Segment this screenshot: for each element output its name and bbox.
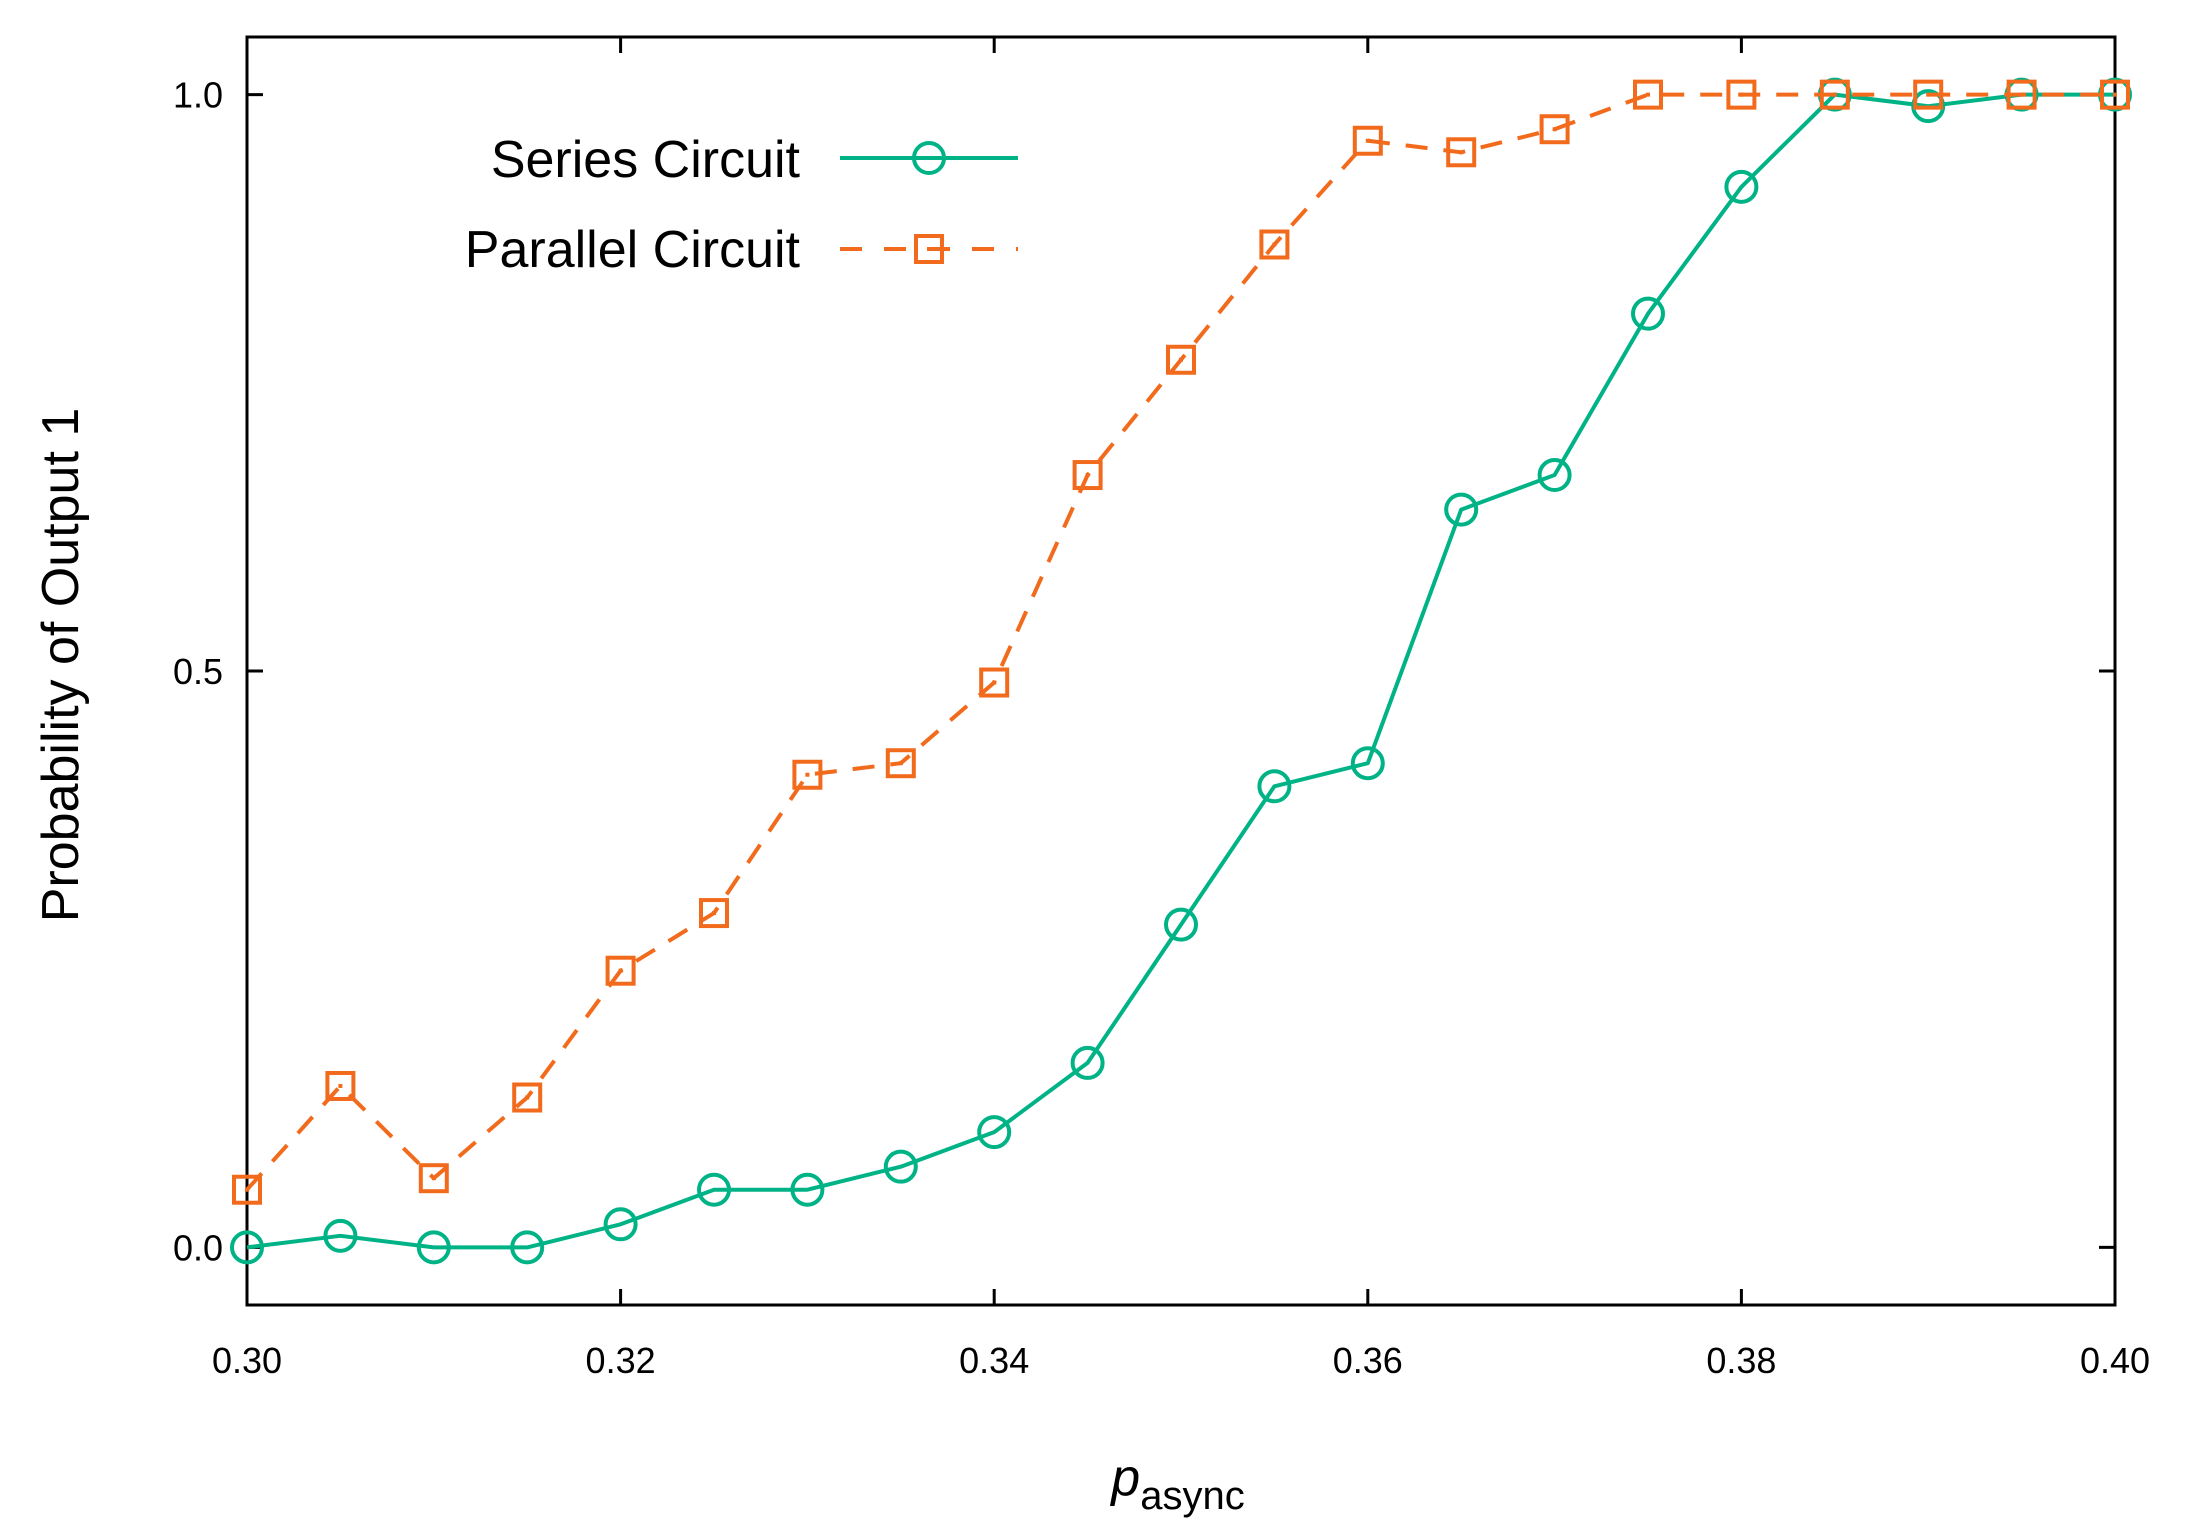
parallel-circuit-point <box>1633 79 1663 110</box>
legend: Series Circuit Parallel Circuit <box>465 131 1018 279</box>
parallel-circuit-point-dot <box>525 1095 530 1100</box>
x-tick-label: 0.40 <box>2080 1340 2150 1381</box>
legend-label-parallel: Parallel Circuit <box>465 221 801 279</box>
series-circuit-point <box>1350 746 1385 781</box>
parallel-circuit-point-dot <box>898 761 903 766</box>
parallel-circuit-point <box>232 1174 262 1205</box>
parallel-circuit-point <box>325 1070 356 1101</box>
parallel-circuit-point <box>2006 79 2037 110</box>
parallel-circuit-point <box>979 667 1010 698</box>
parallel-circuit-point <box>605 955 636 986</box>
series-circuit-point <box>977 1115 1012 1150</box>
legend-entry-parallel: Parallel Circuit <box>465 221 1018 279</box>
parallel-circuit-point-dot <box>1272 242 1277 247</box>
x-tick-label: 0.32 <box>586 1340 656 1381</box>
parallel-circuit-point-dot <box>1365 138 1370 143</box>
series-circuit-point <box>510 1230 545 1265</box>
series-circuit-point <box>697 1172 731 1207</box>
legend-marker-series <box>912 141 946 175</box>
parallel-circuit-point <box>2100 79 2130 110</box>
series-circuit-point <box>1631 296 1665 331</box>
parallel-circuit-point-dot <box>805 772 810 777</box>
y-tick-label: 0.0 <box>173 1227 223 1268</box>
parallel-circuit-point-dot <box>245 1187 249 1192</box>
parallel-circuit-point <box>1259 229 1290 260</box>
parallel-circuit-point <box>418 1163 449 1194</box>
y-tick-label: 0.5 <box>173 651 223 692</box>
parallel-circuit-point-dot <box>338 1083 343 1088</box>
x-axis-title-main: p <box>1109 1449 1140 1507</box>
legend-entry-series: Series Circuit <box>491 131 1018 189</box>
x-tick-label: 0.34 <box>959 1340 1029 1381</box>
parallel-circuit-point <box>1446 137 1477 168</box>
series-circuit-point <box>603 1207 638 1242</box>
parallel-circuit-point <box>1072 460 1103 491</box>
parallel-circuit-point-dot <box>2113 92 2117 97</box>
series-circuit-point <box>1164 907 1198 942</box>
series-circuit-point <box>883 1149 918 1184</box>
series-circuit-point <box>1257 769 1292 804</box>
parallel-circuit-point <box>1913 79 1944 110</box>
parallel-circuit-point <box>885 748 916 779</box>
x-tick-label: 0.38 <box>1706 1340 1776 1381</box>
parallel-circuit-point-dot <box>2019 92 2024 97</box>
parallel-circuit-point-dot <box>618 968 623 973</box>
x-tick-label: 0.30 <box>212 1340 282 1381</box>
parallel-circuit-point <box>1726 79 1757 110</box>
x-axis-title: pasync <box>1109 1449 1244 1518</box>
x-axis: 0.30 0.32 0.34 0.36 0.38 0.40 <box>212 37 2150 1381</box>
y-tick-label: 1.0 <box>173 75 223 116</box>
parallel-circuit-point <box>1819 79 1850 110</box>
parallel-circuit-point-dot <box>1926 92 1931 97</box>
parallel-circuit-point-dot <box>1739 92 1744 97</box>
legend-label-series: Series Circuit <box>491 131 801 189</box>
parallel-circuit-point <box>792 759 823 790</box>
x-axis-title-subscript: async <box>1140 1474 1245 1518</box>
parallel-circuit-point-dot <box>431 1176 436 1181</box>
parallel-circuit-point-dot <box>1085 473 1090 478</box>
parallel-circuit-point-dot <box>1646 92 1650 97</box>
legend-marker-parallel <box>914 234 944 264</box>
x-tick-label: 0.36 <box>1333 1340 1403 1381</box>
parallel-circuit-point-dot <box>712 911 716 916</box>
legend-marker-parallel-dot <box>927 247 931 251</box>
parallel-circuit-point <box>1166 344 1196 375</box>
series-circuit-point <box>1070 1045 1105 1080</box>
parallel-circuit-point <box>512 1082 543 1113</box>
series-circuit-point <box>1724 169 1759 204</box>
series-layer <box>230 77 2132 1265</box>
series-circuit-line <box>246 92 2115 1250</box>
series-circuit-point <box>1444 492 1479 527</box>
series-circuit-point <box>416 1230 451 1265</box>
parallel-circuit-point-dot <box>1459 150 1464 155</box>
parallel-circuit-point <box>1539 114 1570 145</box>
parallel-circuit-point-dot <box>992 680 997 685</box>
series-circuit-point <box>1537 458 1572 493</box>
series-circuit-point <box>230 1230 264 1265</box>
parallel-circuit-point-dot <box>1179 357 1183 362</box>
series-circuit-point <box>790 1172 825 1207</box>
parallel-circuit-point-dot <box>1832 92 1837 97</box>
parallel-circuit-point <box>699 898 729 929</box>
y-axis-title: Probability of Output 1 <box>32 408 90 923</box>
parallel-circuit-point-dot <box>1552 127 1557 132</box>
parallel-circuit-point <box>1352 125 1383 156</box>
series-circuit-point <box>323 1218 358 1253</box>
